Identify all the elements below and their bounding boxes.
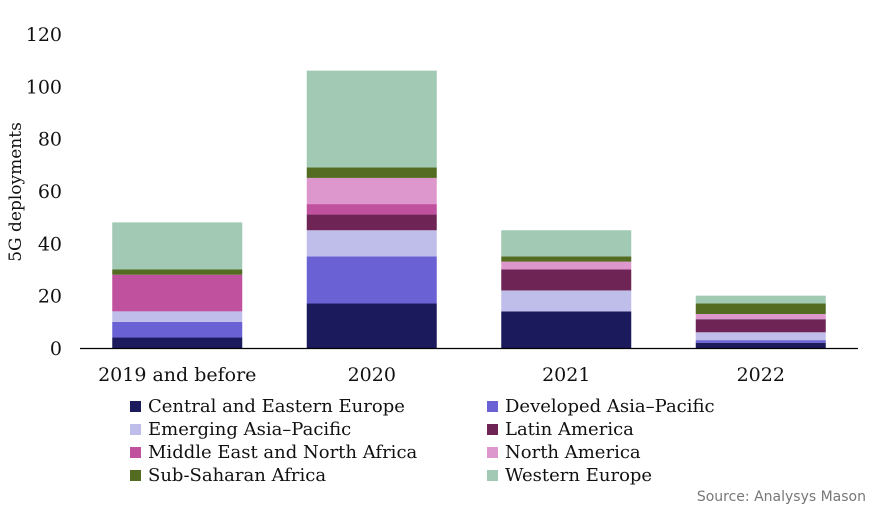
bar-segment	[112, 337, 243, 348]
legend-swatch	[130, 401, 141, 412]
legend-item: Central and Eastern Europe	[130, 396, 405, 417]
x-tick-label: 2020	[348, 364, 396, 386]
legend-label: Middle East and North Africa	[148, 442, 418, 463]
legend-item: Western Europe	[487, 465, 652, 486]
y-axis-label: 5G deployments	[6, 122, 26, 262]
bar-segment	[306, 167, 437, 178]
legend-label: Developed Asia–Pacific	[505, 396, 715, 417]
legend-label: Western Europe	[505, 465, 653, 486]
bar-segment	[112, 311, 243, 322]
bar-segment	[695, 340, 826, 343]
source-note: Source: Analysys Mason	[696, 489, 866, 505]
legend-swatch	[130, 470, 141, 481]
bar-segment	[112, 321, 243, 338]
bar-segment	[112, 222, 243, 270]
legend-label: Sub-Saharan Africa	[148, 465, 327, 486]
bar-segment	[306, 177, 437, 205]
bar-segment	[306, 256, 437, 304]
x-tick-label: 2022	[737, 364, 785, 386]
legend-item: Sub-Saharan Africa	[130, 465, 326, 486]
y-tick-label: 100	[26, 76, 62, 98]
bar-segment	[695, 313, 826, 320]
bar-segment	[501, 230, 632, 257]
bar-segment	[501, 311, 632, 348]
bar-segment	[306, 204, 437, 215]
legend-swatch	[487, 447, 498, 458]
bar-segment	[501, 261, 632, 270]
bar-segment	[695, 332, 826, 341]
bar-segment	[501, 290, 632, 312]
stacked-bar-chart: 0 20 40 60 80 100 120 2019 and before 2020 2021 20…	[26, 24, 858, 386]
legend-label: Latin America	[505, 419, 634, 440]
bar-segment	[695, 319, 826, 333]
legend-label: Emerging Asia–Pacific	[148, 419, 352, 440]
bar-segment	[501, 256, 632, 262]
y-tick-label: 20	[38, 286, 62, 308]
legend-swatch	[487, 424, 498, 435]
bar-segment	[306, 303, 437, 348]
y-tick-label: 80	[38, 129, 62, 151]
legend-item: Middle East and North Africa	[130, 442, 417, 463]
bar-segment	[306, 70, 437, 168]
bar-segment	[112, 269, 243, 275]
bar-segment	[501, 269, 632, 291]
legend-item: Latin America	[487, 419, 634, 440]
bar-segment	[695, 342, 826, 348]
legend-swatch	[130, 424, 141, 435]
x-tick-label: 2019 and before	[98, 364, 256, 386]
legend-item: Developed Asia–Pacific	[487, 396, 715, 417]
legend-item: North America	[487, 442, 641, 463]
legend-label: Central and Eastern Europe	[148, 396, 405, 417]
bar-segment	[695, 303, 826, 314]
legend-label: North America	[505, 442, 641, 463]
legend-swatch	[130, 447, 141, 458]
bar-segment	[695, 295, 826, 304]
bar-segment	[306, 230, 437, 257]
bar-segment	[306, 214, 437, 231]
y-tick-label: 40	[38, 233, 62, 255]
x-tick-label: 2021	[542, 364, 590, 386]
y-tick-label: 0	[50, 338, 62, 360]
bar-segment	[112, 274, 243, 312]
y-tick-label: 60	[38, 181, 62, 203]
legend-swatch	[487, 401, 498, 412]
legend-item: Emerging Asia–Pacific	[130, 419, 351, 440]
legend-swatch	[487, 470, 498, 481]
y-tick-label: 120	[26, 24, 62, 46]
